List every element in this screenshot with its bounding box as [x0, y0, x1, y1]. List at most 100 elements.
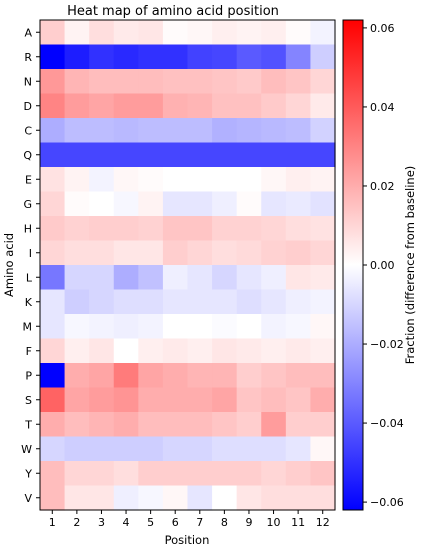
x-tick-label: 10	[267, 516, 281, 529]
y-tick-label: V	[24, 492, 32, 505]
heatmap-cell-H-12	[310, 216, 336, 242]
heatmap-cell-C-6	[162, 118, 189, 144]
colorbar	[342, 19, 364, 511]
heatmap-cell-A-11	[285, 20, 312, 46]
heatmap-cell-V-4	[113, 485, 139, 511]
heatmap-cell-S-5	[138, 387, 164, 413]
colorbar-tick-label: 0.00	[370, 259, 395, 272]
heatmap-cell-G-12	[310, 191, 336, 217]
heatmap-cell-G-9	[236, 191, 262, 217]
heatmap-cell-R-5	[138, 44, 164, 70]
y-tick-label: Q	[23, 149, 32, 162]
heatmap-cell-D-11	[285, 93, 312, 119]
colorbar-ticks: 0.06 0.04 0.02 0.00 −0.02 −0.04 −0.06	[363, 22, 404, 509]
heatmap-cell-Y-9	[236, 461, 262, 487]
heatmap-cell-Y-1	[40, 461, 66, 487]
heatmap-cell-E-2	[64, 167, 90, 193]
heatmap-cell-F-3	[89, 338, 115, 364]
heatmap-cell-L-3	[89, 265, 115, 291]
heatmap-cell-A-10	[261, 20, 287, 46]
heatmap-cell-K-3	[89, 289, 115, 315]
heatmap-cell-R-10	[261, 44, 287, 70]
x-tick-label: 2	[73, 516, 80, 529]
heatmap-cell-H-2	[64, 216, 90, 242]
y-tick-label: E	[25, 173, 32, 186]
heatmap-cell-Y-2	[64, 461, 90, 487]
heatmap-cell-S-9	[236, 387, 262, 413]
heatmap-cell-F-9	[236, 338, 262, 364]
heatmap-cell-P-7	[187, 363, 213, 389]
heatmap-cell-A-9	[236, 20, 262, 46]
heatmap-cell-M-2	[64, 314, 90, 340]
y-tick-label: M	[23, 320, 33, 333]
heatmap-cell-N-9	[236, 69, 262, 95]
heatmap-cell-C-4	[113, 118, 139, 144]
heatmap-cell-N-7	[187, 69, 213, 95]
heatmap-cell-T-9	[236, 412, 262, 438]
y-tick-label: D	[24, 100, 32, 113]
heatmap-cell-T-2	[64, 412, 90, 438]
heatmap-cell-K-6	[162, 289, 189, 315]
heatmap-cell-L-4	[113, 265, 139, 291]
colorbar-tick-label: −0.04	[370, 417, 404, 430]
heatmap-cell-P-3	[89, 363, 115, 389]
y-tick-label: K	[25, 296, 33, 309]
y-tick-label: R	[24, 51, 32, 64]
heatmap-cell-W-1	[40, 436, 66, 462]
heatmap-cell-M-7	[187, 314, 213, 340]
heatmap-cell-W-7	[187, 436, 213, 462]
heatmap-cell-H-9	[236, 216, 262, 242]
heatmap-cell-N-5	[138, 69, 164, 95]
heatmap-cell-F-2	[64, 338, 90, 364]
heatmap-cells	[40, 20, 336, 511]
y-tick-label: F	[26, 345, 32, 358]
heatmap-cell-Q-3	[89, 142, 115, 168]
heatmap-cell-H-4	[113, 216, 139, 242]
heatmap-cell-H-7	[187, 216, 213, 242]
y-axis-label: Amino acid	[2, 233, 16, 297]
x-tick-label: 4	[123, 516, 130, 529]
heatmap-cell-F-8	[212, 338, 238, 364]
heatmap-cell-I-9	[236, 240, 262, 266]
heatmap-cell-W-11	[285, 436, 312, 462]
heatmap-cell-S-3	[89, 387, 115, 413]
heatmap-cell-H-6	[162, 216, 189, 242]
heatmap-cell-K-5	[138, 289, 164, 315]
heatmap-cell-W-8	[212, 436, 238, 462]
heatmap-cell-C-12	[310, 118, 336, 144]
heatmap-cell-L-2	[64, 265, 90, 291]
heatmap-cell-M-5	[138, 314, 164, 340]
heatmap-cell-V-2	[64, 485, 90, 511]
y-tick-label: Y	[24, 467, 32, 480]
heatmap-cell-I-5	[138, 240, 164, 266]
heatmap-cell-C-10	[261, 118, 287, 144]
heatmap-cell-Y-3	[89, 461, 115, 487]
heatmap-cell-K-11	[285, 289, 312, 315]
heatmap-cell-Q-5	[138, 142, 164, 168]
heatmap-cell-N-10	[261, 69, 287, 95]
x-tick-label: 6	[172, 516, 179, 529]
heatmap-cell-S-8	[212, 387, 238, 413]
heatmap-cell-L-6	[162, 265, 189, 291]
heatmap-cell-D-5	[138, 93, 164, 119]
y-tick-label: P	[25, 369, 32, 382]
heatmap-cell-Q-6	[162, 142, 189, 168]
heatmap-cell-T-11	[285, 412, 312, 438]
heatmap-cell-C-1	[40, 118, 66, 144]
heatmap-cell-L-11	[285, 265, 312, 291]
colorbar-tick-label: −0.02	[370, 338, 404, 351]
heatmap-cell-Q-9	[236, 142, 262, 168]
chart-title: Heat map of amino acid position	[67, 4, 279, 19]
heatmap-cell-L-5	[138, 265, 164, 291]
heatmap-cell-I-8	[212, 240, 238, 266]
heatmap-cell-P-6	[162, 363, 189, 389]
heatmap-cell-K-12	[310, 289, 336, 315]
heatmap-cell-A-1	[40, 20, 66, 46]
heatmap-cell-L-7	[187, 265, 213, 291]
heatmap-cell-R-8	[212, 44, 238, 70]
heatmap-cell-M-10	[261, 314, 287, 340]
x-tick-label: 9	[245, 516, 252, 529]
heatmap-cell-W-2	[64, 436, 90, 462]
heatmap-cell-N-3	[89, 69, 115, 95]
